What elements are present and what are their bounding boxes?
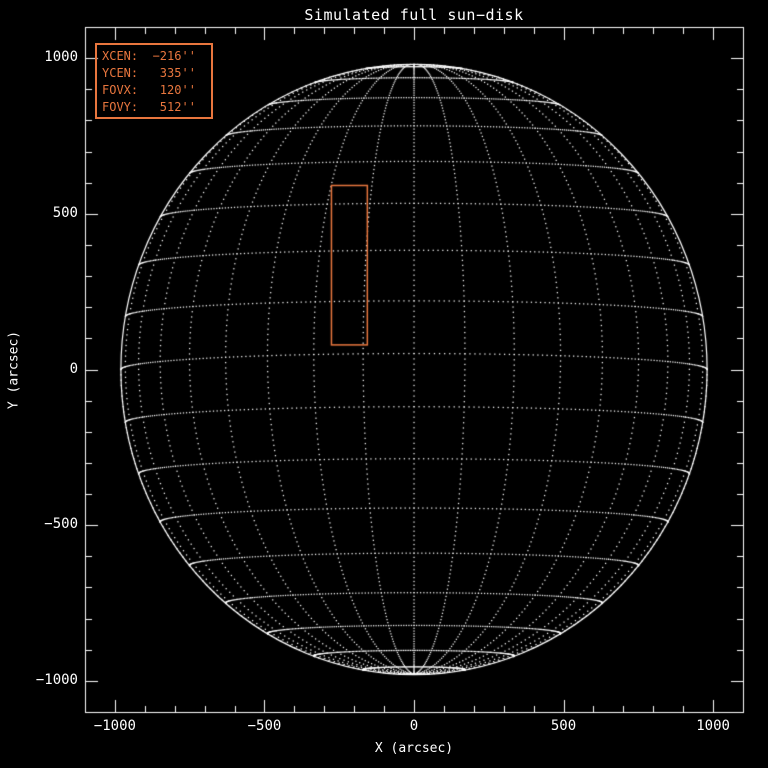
y-tick-label: 1000: [44, 49, 78, 66]
x-tick-label: −500: [247, 718, 282, 734]
x-axis-title: X (arcsec): [374, 741, 454, 756]
legend-line-fovy: FOVY: 512'': [102, 100, 196, 114]
y-tick-label: 500: [52, 204, 78, 221]
y-axis-title: Y (arcsec): [6, 330, 22, 410]
x-tick-label: −1000: [93, 718, 136, 734]
x-tick-label: 1000: [696, 718, 730, 734]
legend-line-ycen: YCEN: 335'': [102, 66, 196, 80]
legend-line-xcen: XCEN: −216'': [102, 49, 196, 63]
fov-legend-box: XCEN: −216'' YCEN: 335'' FOVX: 120'' FOV…: [95, 43, 213, 119]
y-tick-label: 0: [69, 360, 78, 377]
plot-title: Simulated full sun−disk: [304, 6, 524, 24]
y-tick-label: −1000: [35, 671, 78, 688]
y-tick-label: −500: [44, 516, 78, 533]
x-tick-label: 0: [409, 718, 419, 734]
x-tick-label: 500: [550, 718, 577, 734]
legend-line-fovx: FOVX: 120'': [102, 83, 196, 97]
